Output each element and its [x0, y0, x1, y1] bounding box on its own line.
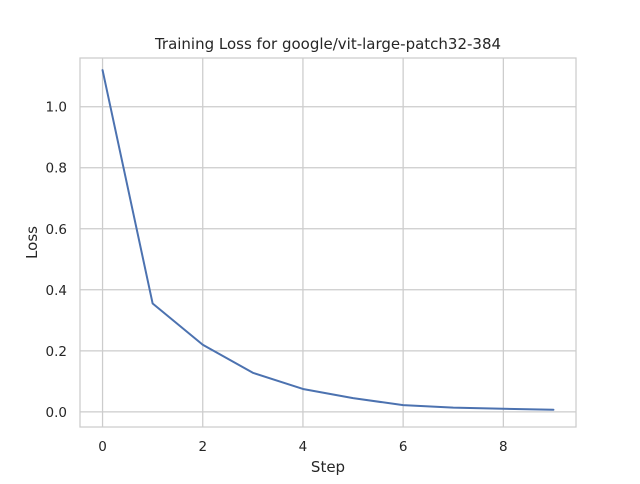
- chart-title: Training Loss for google/vit-large-patch…: [154, 35, 501, 53]
- y-axis-label: Loss: [23, 226, 41, 259]
- plot-background: [80, 58, 576, 427]
- y-tick-label: 0.6: [46, 222, 67, 238]
- y-tick-label: 1.0: [46, 100, 67, 116]
- x-tick-label: 0: [98, 439, 107, 455]
- x-tick-label: 8: [499, 439, 508, 455]
- x-axis-label: Step: [311, 458, 345, 476]
- x-tick-label: 4: [299, 439, 308, 455]
- x-tick-label: 6: [399, 439, 408, 455]
- y-tick-label: 0.2: [46, 344, 67, 360]
- y-tick-label: 0.8: [46, 161, 67, 177]
- y-tick-label: 0.4: [46, 283, 67, 299]
- y-tick-labels: 0.0 0.2 0.4 0.6 0.8 1.0: [46, 100, 67, 421]
- y-tick-label: 0.0: [46, 405, 67, 421]
- x-tick-labels: 0 2 4 6 8: [98, 439, 507, 455]
- x-tick-label: 2: [198, 439, 207, 455]
